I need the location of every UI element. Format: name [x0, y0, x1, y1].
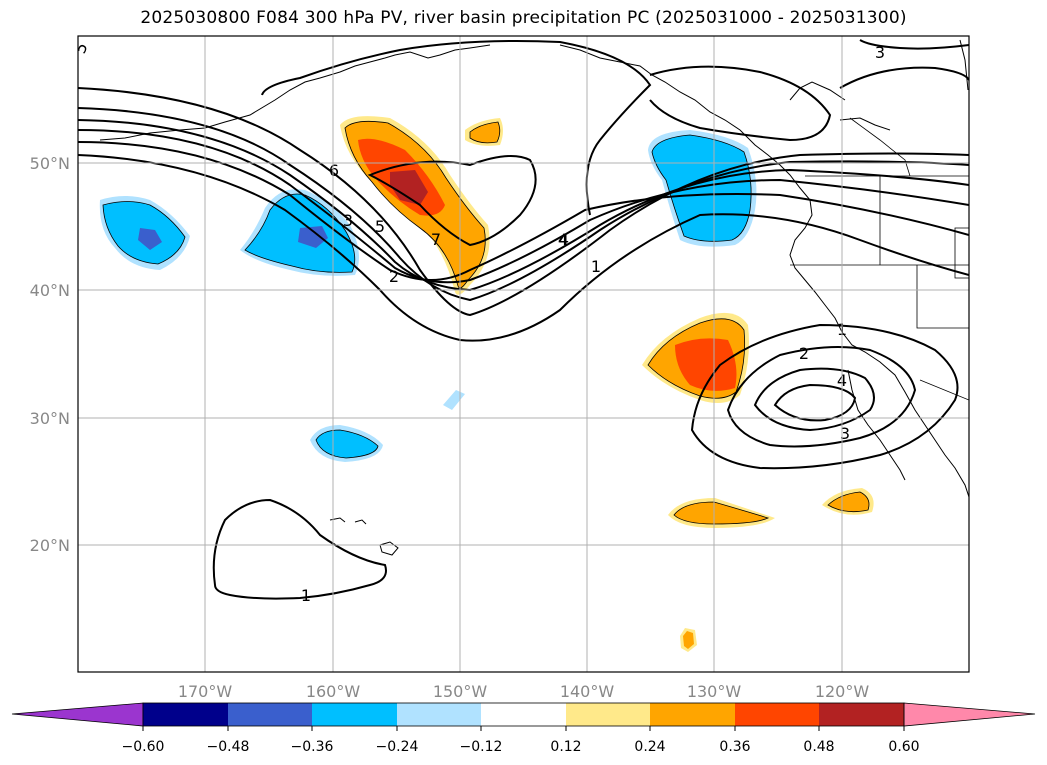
colorbar-segment [481, 703, 566, 726]
lat-tick-label: 50°N [30, 154, 70, 173]
contour-label: 4 [558, 230, 568, 249]
colorbar-tick-label: 0.60 [888, 739, 919, 755]
contour-label: 1 [301, 586, 311, 605]
lat-tick-label: 20°N [30, 536, 70, 555]
colorbar-tick-labels: −0.60 −0.48 −0.36 −0.24 −0.12 0.12 0.24 … [122, 739, 920, 755]
contour-label: 3 [875, 43, 885, 62]
lon-tick-label: 160°W [306, 682, 361, 701]
contour-label: 3 [840, 424, 850, 443]
contour-label: 2 [389, 267, 399, 286]
lon-tick-label: 170°W [178, 682, 233, 701]
colorbar-tick-label: −0.24 [376, 739, 419, 755]
lon-tick-label: 120°W [815, 682, 870, 701]
lon-tick-labels: 170°W 160°W 150°W 140°W 130°W 120°W [178, 682, 870, 701]
lon-tick-label: 140°W [560, 682, 615, 701]
contour-label: 2 [799, 344, 809, 363]
lon-tick-label: 150°W [433, 682, 488, 701]
colorbar-tick-label: 0.48 [803, 739, 834, 755]
contour-label: 5 [375, 217, 385, 236]
colorbar-tick-label: −0.36 [291, 739, 334, 755]
colorbar-segment [819, 703, 904, 726]
gridlines [78, 36, 969, 672]
colorbar-tick-label: 0.12 [550, 739, 581, 755]
lat-tick-label: 40°N [30, 281, 70, 300]
colorbar-tick-label: −0.60 [122, 739, 165, 755]
colorbar-segment [397, 703, 481, 726]
colorbar-extend-left [11, 702, 144, 727]
colorbar-extend-right [903, 702, 1036, 727]
colorbar-segment [650, 703, 735, 726]
lat-tick-labels: 50°N 40°N 30°N 20°N [30, 154, 70, 555]
colorbar: −0.60 −0.48 −0.36 −0.24 −0.12 0.12 0.24 … [11, 702, 1036, 755]
lon-tick-label: 130°W [687, 682, 742, 701]
map-frame [77, 35, 970, 673]
blue-patch-small [443, 390, 465, 410]
contour-label: 6 [329, 161, 339, 180]
colorbar-segment [566, 703, 650, 726]
colorbar-tick-label: 0.24 [634, 739, 665, 755]
colorbar-tick-label: −0.12 [460, 739, 503, 755]
map-content: 6 5 4 7 3 2 4 1 1 2 4 3 1 3 5 [70, 36, 969, 672]
colorbar-tick-label: 0.36 [719, 739, 750, 755]
colorbar-segment [143, 703, 228, 726]
colorbar-ticks [142, 726, 905, 731]
precip-shading [99, 116, 874, 652]
colorbar-segment [228, 703, 312, 726]
lat-tick-label: 30°N [30, 409, 70, 428]
contour-label: 3 [343, 211, 353, 230]
contour-label: 1 [591, 257, 601, 276]
pv-contours [78, 39, 969, 600]
contour-label: 4 [559, 230, 569, 249]
colorbar-segment [312, 703, 397, 726]
contour-label: 7 [431, 230, 441, 249]
colorbar-segment [735, 703, 819, 726]
coastlines [99, 39, 969, 556]
contour-label: 5 [70, 40, 91, 56]
map-title: 2025030800 F084 300 hPa PV, river basin … [140, 8, 907, 28]
colorbar-tick-label: −0.48 [207, 739, 250, 755]
